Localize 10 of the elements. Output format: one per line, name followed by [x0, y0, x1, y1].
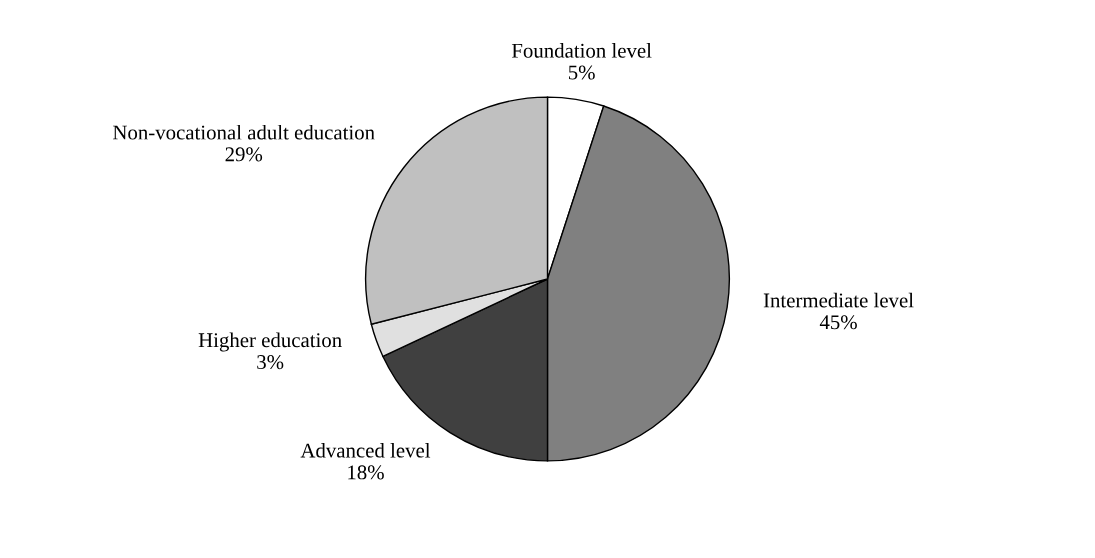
slice-label: Non-vocational adult education [113, 124, 375, 140]
data-label: 5% [568, 65, 595, 80]
slice-label: Foundation level [511, 43, 652, 58]
slice-label: Higher education [198, 332, 342, 352]
slice-label: Intermediate level [763, 292, 914, 308]
data-label: 3% [257, 355, 284, 370]
data-label: 45% [819, 315, 857, 330]
data-label: 29% [225, 147, 263, 162]
data-label: 18% [348, 465, 384, 480]
slice-label: Advanced level [300, 442, 431, 458]
